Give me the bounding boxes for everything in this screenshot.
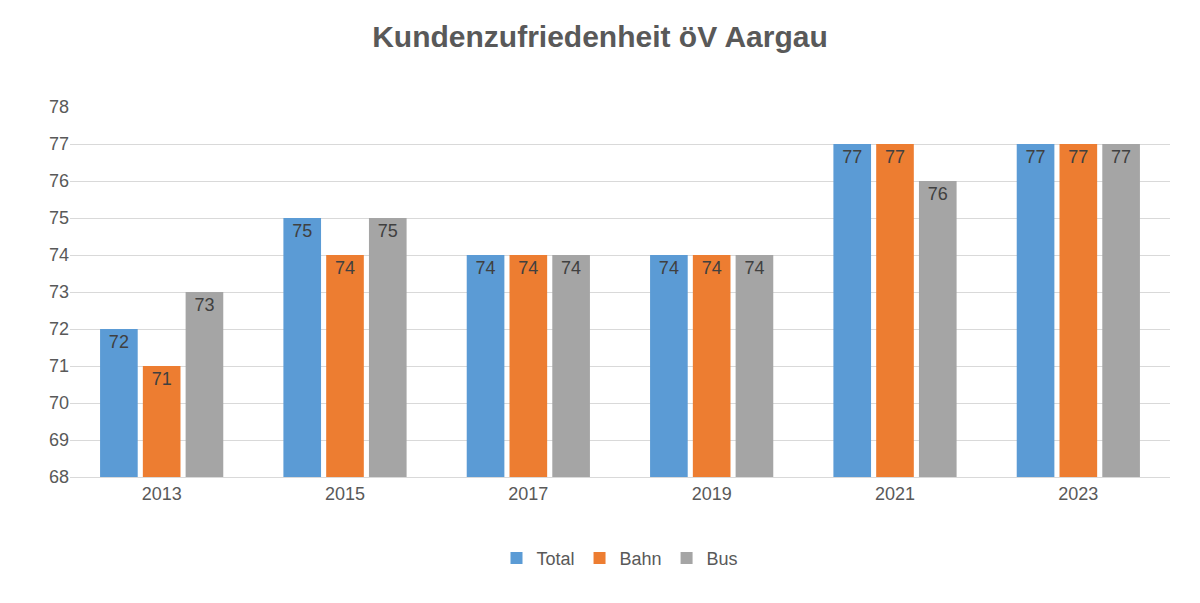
svg-text:77: 77 — [1068, 147, 1088, 167]
svg-text:72: 72 — [49, 319, 69, 339]
svg-text:Total: Total — [537, 549, 575, 569]
svg-text:71: 71 — [152, 369, 172, 389]
svg-text:2013: 2013 — [142, 484, 182, 504]
svg-text:2023: 2023 — [1058, 484, 1098, 504]
svg-text:75: 75 — [378, 221, 398, 241]
svg-text:2021: 2021 — [875, 484, 915, 504]
svg-text:74: 74 — [744, 258, 764, 278]
svg-text:77: 77 — [49, 134, 69, 154]
svg-text:68: 68 — [49, 467, 69, 487]
svg-text:74: 74 — [561, 258, 581, 278]
svg-text:73: 73 — [49, 282, 69, 302]
svg-text:75: 75 — [292, 221, 312, 241]
svg-text:74: 74 — [49, 245, 69, 265]
svg-text:2015: 2015 — [325, 484, 365, 504]
svg-text:74: 74 — [476, 258, 496, 278]
svg-text:77: 77 — [842, 147, 862, 167]
svg-text:76: 76 — [928, 184, 948, 204]
svg-text:75: 75 — [49, 208, 69, 228]
svg-text:73: 73 — [194, 295, 214, 315]
svg-text:Bus: Bus — [707, 549, 738, 569]
svg-text:Bahn: Bahn — [620, 549, 662, 569]
svg-text:74: 74 — [702, 258, 722, 278]
svg-text:77: 77 — [1111, 147, 1131, 167]
svg-text:71: 71 — [49, 356, 69, 376]
svg-text:76: 76 — [49, 171, 69, 191]
svg-text:74: 74 — [659, 258, 679, 278]
svg-text:Kundenzufriedenheit öV Aargau: Kundenzufriedenheit öV Aargau — [372, 20, 828, 53]
svg-text:69: 69 — [49, 430, 69, 450]
svg-text:77: 77 — [1026, 147, 1046, 167]
svg-text:70: 70 — [49, 393, 69, 413]
svg-text:74: 74 — [335, 258, 355, 278]
svg-text:74: 74 — [518, 258, 538, 278]
svg-text:2017: 2017 — [508, 484, 548, 504]
svg-text:2019: 2019 — [692, 484, 732, 504]
svg-text:77: 77 — [885, 147, 905, 167]
svg-text:72: 72 — [109, 332, 129, 352]
svg-text:78: 78 — [49, 97, 69, 117]
